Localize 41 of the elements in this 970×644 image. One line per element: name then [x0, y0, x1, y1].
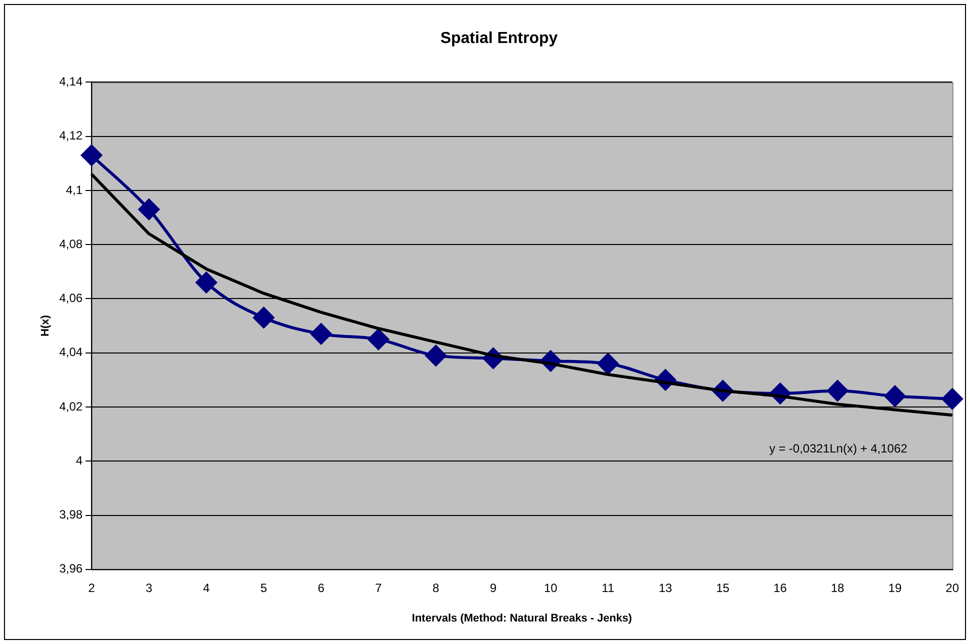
x-tick-label: 15 — [716, 580, 730, 595]
y-tick-label: 4,1 — [66, 182, 83, 197]
point — [81, 144, 102, 166]
x-tick-label: 9 — [490, 580, 497, 595]
x-tick-label: 20 — [946, 580, 960, 595]
chart-title: Spatial Entropy — [440, 30, 558, 48]
point — [196, 272, 217, 293]
y-tick-label: 3,96 — [59, 562, 83, 576]
x-tick-label: 10 — [544, 580, 558, 595]
x-tick-label: 19 — [888, 580, 902, 595]
point — [942, 388, 963, 410]
y-tick-label: 4,12 — [59, 128, 83, 143]
x-tick-label: 18 — [830, 580, 845, 595]
x-tick-label: 7 — [375, 580, 382, 595]
x-tick-label: 4 — [202, 580, 210, 595]
x-tick-label: 5 — [260, 580, 268, 595]
x-tick-label: 11 — [602, 580, 615, 595]
point — [425, 345, 446, 366]
x-tick-label: 2 — [88, 580, 96, 595]
y-tick-label: 4,04 — [59, 345, 83, 360]
point — [138, 198, 160, 220]
point — [253, 307, 274, 328]
x-axis-title: Intervals (Method: Natural Breaks - Jenks) — [412, 612, 632, 624]
point — [598, 353, 619, 374]
point — [368, 328, 389, 350]
y-tick-label: 4,08 — [59, 236, 83, 251]
x-tick-label: 3 — [146, 580, 153, 595]
y-tick-label: 3,98 — [59, 508, 83, 522]
annotation: y = -0,0321Ln(x) + 4,1062 — [769, 441, 908, 456]
point — [310, 323, 332, 344]
y-tick-label: 4 — [76, 453, 83, 468]
y-tick-label: 4,14 — [59, 74, 83, 89]
x-tick-label: 8 — [432, 580, 440, 595]
y-tick-label: 4,06 — [59, 291, 83, 306]
y-tick-label: 4,02 — [59, 399, 83, 414]
x-tick-label: 6 — [318, 580, 325, 595]
point — [884, 386, 906, 407]
point — [827, 380, 848, 402]
x-tick-label: 13 — [658, 580, 672, 595]
y-axis-title: H(x) — [40, 314, 52, 336]
x-tick-label: 16 — [773, 580, 788, 595]
